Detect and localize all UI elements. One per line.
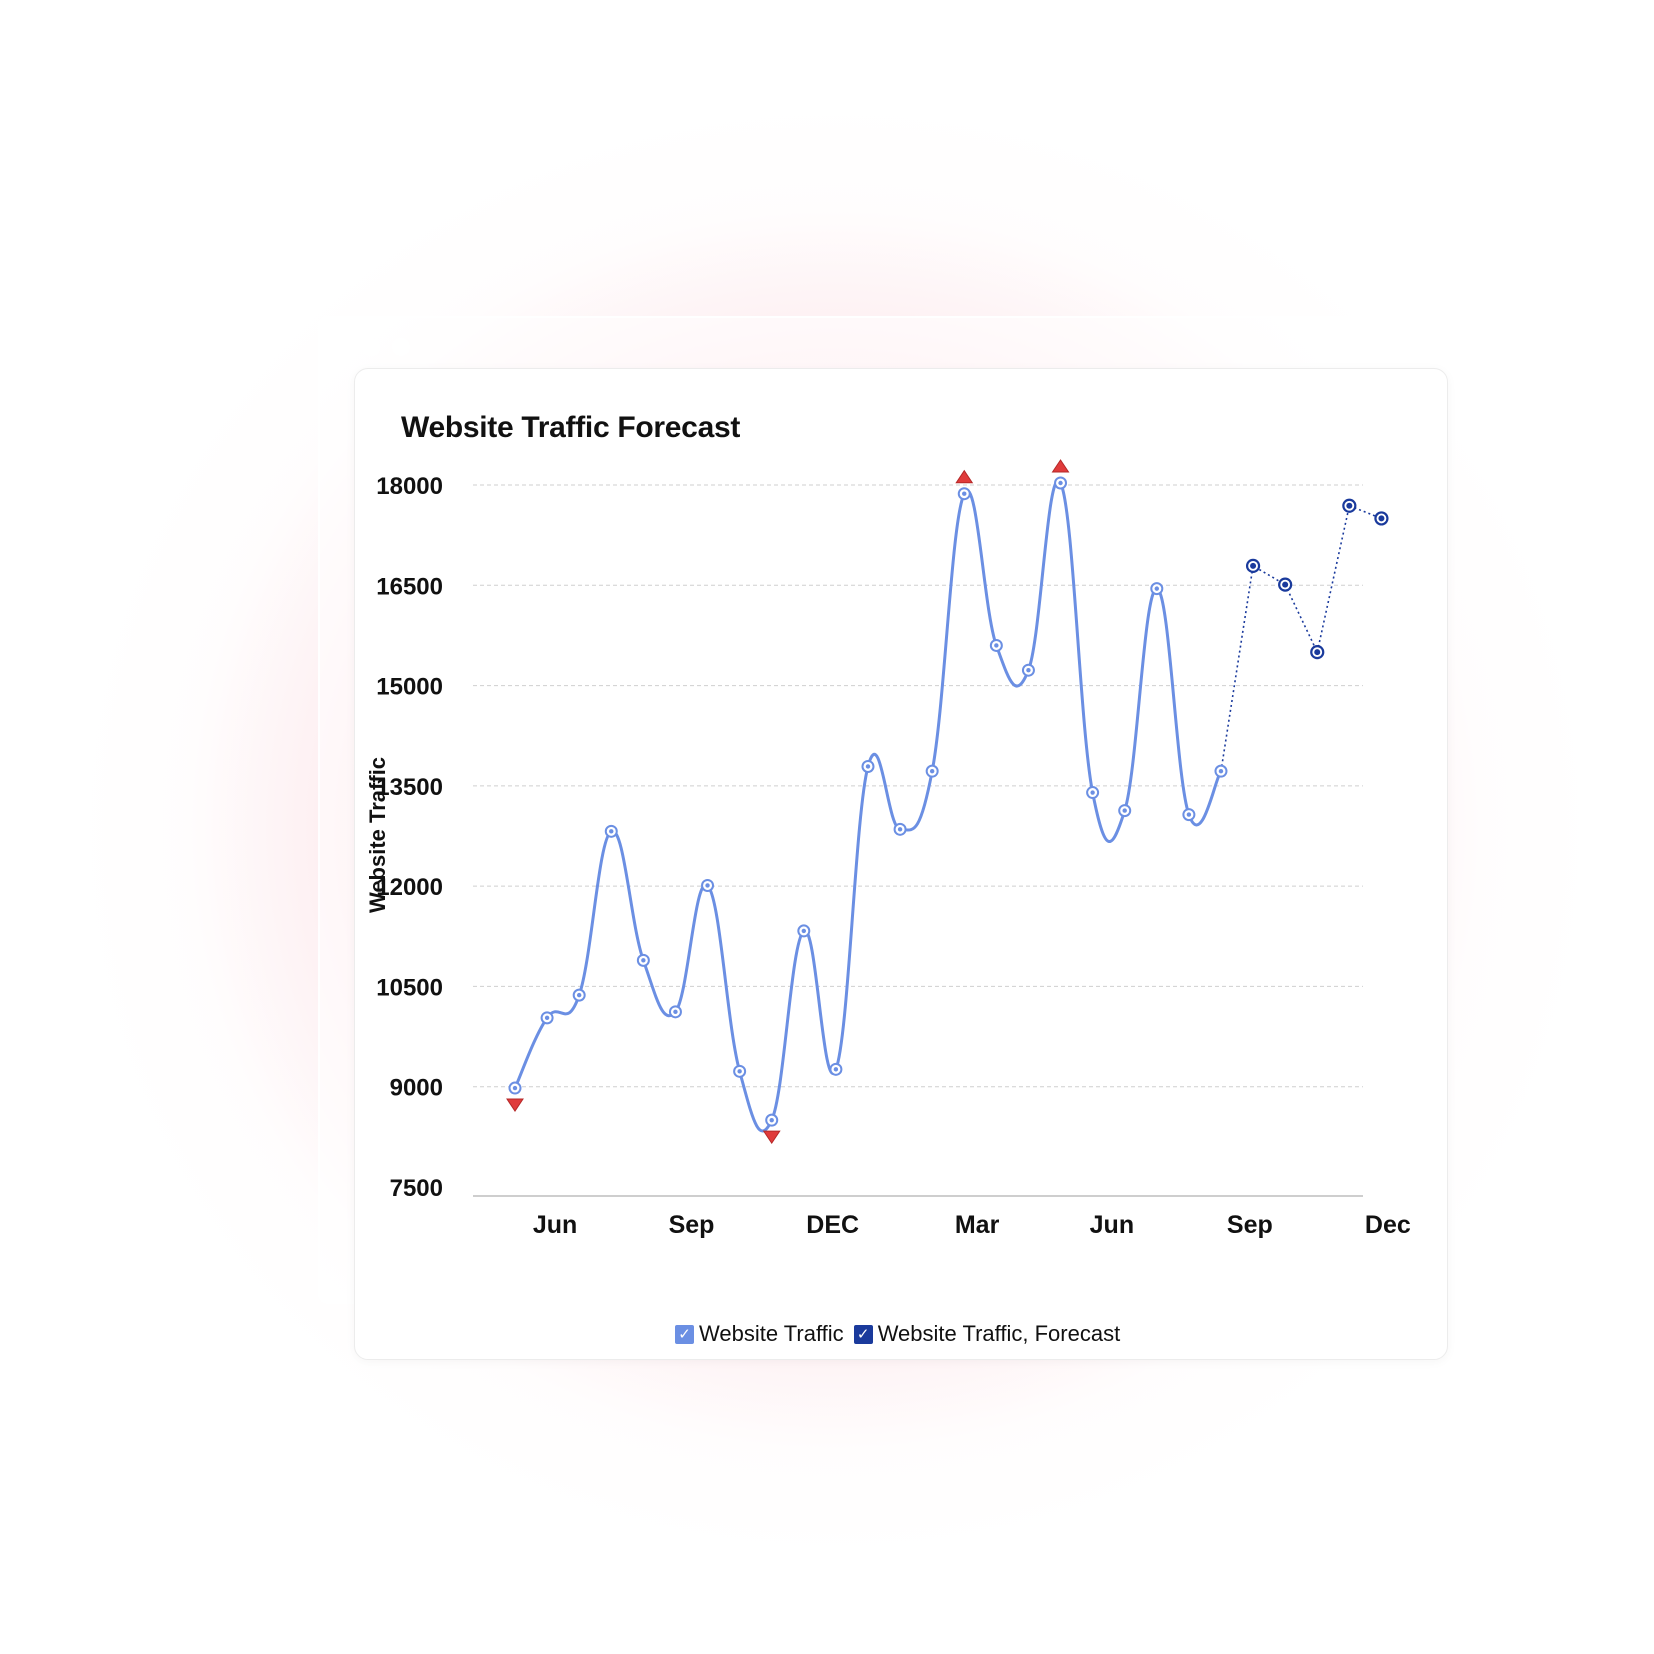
anomaly-marker bbox=[955, 469, 974, 484]
traffic-point-center bbox=[865, 764, 871, 769]
legend-label: Website Traffic, Forecast bbox=[877, 1321, 1121, 1346]
data-points bbox=[508, 476, 1389, 1127]
legend-checkbox-icon[interactable]: ✓ bbox=[675, 1324, 694, 1344]
window-dot-2[interactable] bbox=[362, 338, 380, 356]
anomaly-markers bbox=[506, 459, 1070, 1145]
y-tick-label: 9000 bbox=[390, 1075, 443, 1102]
traffic-series-line bbox=[513, 479, 1223, 1133]
traffic-point-center bbox=[544, 1015, 550, 1021]
x-tick-label: Sep bbox=[669, 1211, 715, 1239]
traffic-point-center bbox=[1122, 808, 1127, 813]
chart-title: Website Traffic Forecast bbox=[401, 411, 741, 444]
y-tick-label: 18000 bbox=[376, 473, 443, 500]
traffic-point-center bbox=[769, 1117, 774, 1123]
forecast-point-center bbox=[1314, 649, 1321, 656]
y-tick-label: 13500 bbox=[376, 774, 443, 801]
traffic-point-center bbox=[1090, 790, 1095, 795]
x-tick-label: Dec bbox=[1365, 1211, 1411, 1239]
legend-item-website-traffic[interactable]: ✓ Website Traffic bbox=[675, 1321, 844, 1347]
anomaly-marker bbox=[506, 1098, 524, 1112]
traffic-point-center bbox=[801, 928, 807, 934]
y-tick-label: 16500 bbox=[376, 573, 443, 600]
traffic-point-center bbox=[962, 491, 967, 496]
traffic-point-center bbox=[576, 992, 582, 998]
anomaly-marker bbox=[1051, 459, 1070, 473]
y-tick-label: 15000 bbox=[376, 674, 443, 701]
traffic-point-center bbox=[673, 1009, 678, 1015]
x-tick-label: DEC bbox=[806, 1211, 859, 1239]
traffic-point-center bbox=[1154, 586, 1159, 591]
traffic-point-center bbox=[1218, 768, 1224, 774]
traffic-point-center bbox=[512, 1085, 518, 1091]
grid-lines bbox=[473, 484, 1363, 1197]
window-dot-1[interactable] bbox=[332, 338, 350, 356]
window-dot-3[interactable] bbox=[392, 338, 410, 356]
legend: ✓ Website Traffic ✓ Website Traffic, For… bbox=[675, 1321, 1130, 1347]
y-tick-label: 12000 bbox=[376, 874, 443, 901]
x-tick-label: Sep bbox=[1227, 1211, 1273, 1239]
legend-label: Website Traffic bbox=[699, 1321, 844, 1346]
forecast-point-center bbox=[1250, 562, 1257, 569]
forecast-point-center bbox=[1282, 581, 1289, 588]
y-tick-label: 7500 bbox=[390, 1175, 443, 1202]
legend-item-forecast[interactable]: ✓ Website Traffic, Forecast bbox=[853, 1321, 1121, 1347]
traffic-point-center bbox=[897, 827, 903, 832]
forecast-point-center bbox=[1378, 515, 1385, 522]
traffic-point-center bbox=[609, 829, 614, 834]
x-tick-label: Jun bbox=[1090, 1211, 1134, 1239]
traffic-point-center bbox=[1058, 480, 1063, 486]
forecast-point-center bbox=[1346, 502, 1353, 509]
traffic-point-center bbox=[994, 643, 999, 648]
x-tick-label: Mar bbox=[955, 1211, 1000, 1239]
y-tick-label: 10500 bbox=[376, 974, 443, 1001]
traffic-point-center bbox=[737, 1069, 742, 1074]
x-axis-ticks: Jun Sep DEC Mar Jun Sep Dec bbox=[533, 1211, 1411, 1239]
traffic-point-center bbox=[641, 958, 646, 963]
legend-checkbox-icon[interactable]: ✓ bbox=[853, 1324, 873, 1344]
traffic-point-center bbox=[929, 768, 935, 774]
traffic-point-center bbox=[833, 1067, 839, 1072]
traffic-point-center bbox=[1026, 667, 1031, 673]
traffic-point-center bbox=[705, 883, 710, 888]
traffic-point-center bbox=[1186, 812, 1192, 817]
chart-card: Website Traffic Forecast 7500 9000 10500 12… bbox=[354, 368, 1448, 1360]
y-axis-ticks: 7500 9000 10500 12000 13500 15000 16500 18000 bbox=[376, 473, 443, 1202]
series-lines bbox=[513, 479, 1382, 1133]
x-tick-label: Jun bbox=[533, 1211, 577, 1239]
y-axis-label: Website Traffic bbox=[365, 757, 390, 913]
forecast-series-line bbox=[1220, 504, 1382, 772]
anomaly-marker bbox=[762, 1130, 781, 1145]
line-chart: 7500 9000 10500 12000 13500 15000 16500 18000 J… bbox=[365, 459, 1411, 1239]
